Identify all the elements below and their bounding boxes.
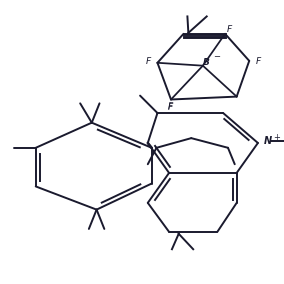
Text: F: F [146, 57, 151, 66]
Text: N: N [264, 136, 272, 146]
Text: F: F [168, 103, 173, 112]
Text: F: F [255, 57, 260, 66]
Text: F: F [168, 102, 173, 111]
Text: −: − [213, 53, 220, 62]
Text: B: B [203, 58, 210, 67]
Text: F: F [226, 26, 231, 34]
Text: +: + [273, 133, 280, 142]
